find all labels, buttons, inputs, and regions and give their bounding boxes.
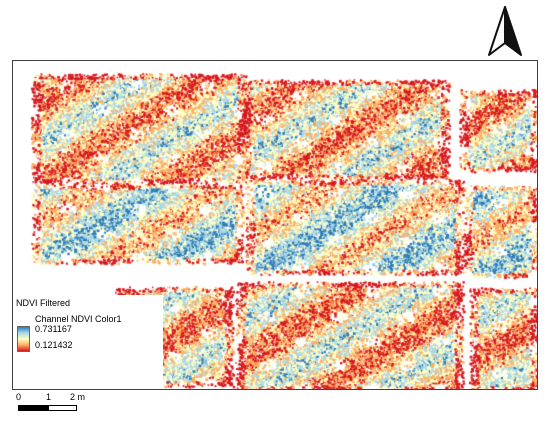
- legend-max-value: 0.731167: [35, 324, 72, 334]
- map-frame[interactable]: NDVI Filtered Channel NDVI Color1 0.7311…: [12, 60, 538, 390]
- legend-title: NDVI Filtered: [16, 298, 71, 308]
- scale-bar-graphic: [18, 405, 77, 411]
- scale-label-0: 0: [16, 392, 22, 402]
- legend-band-name: Channel NDVI Color1: [35, 314, 122, 324]
- legend-color-ramp: [17, 326, 30, 352]
- scale-label-1: 1: [46, 392, 52, 402]
- legend-min-value: 0.121432: [35, 340, 73, 350]
- legend: NDVI Filtered Channel NDVI Color1 0.7311…: [13, 295, 163, 389]
- scale-label-2: 2 m: [70, 392, 86, 402]
- north-arrow-icon: [488, 6, 522, 56]
